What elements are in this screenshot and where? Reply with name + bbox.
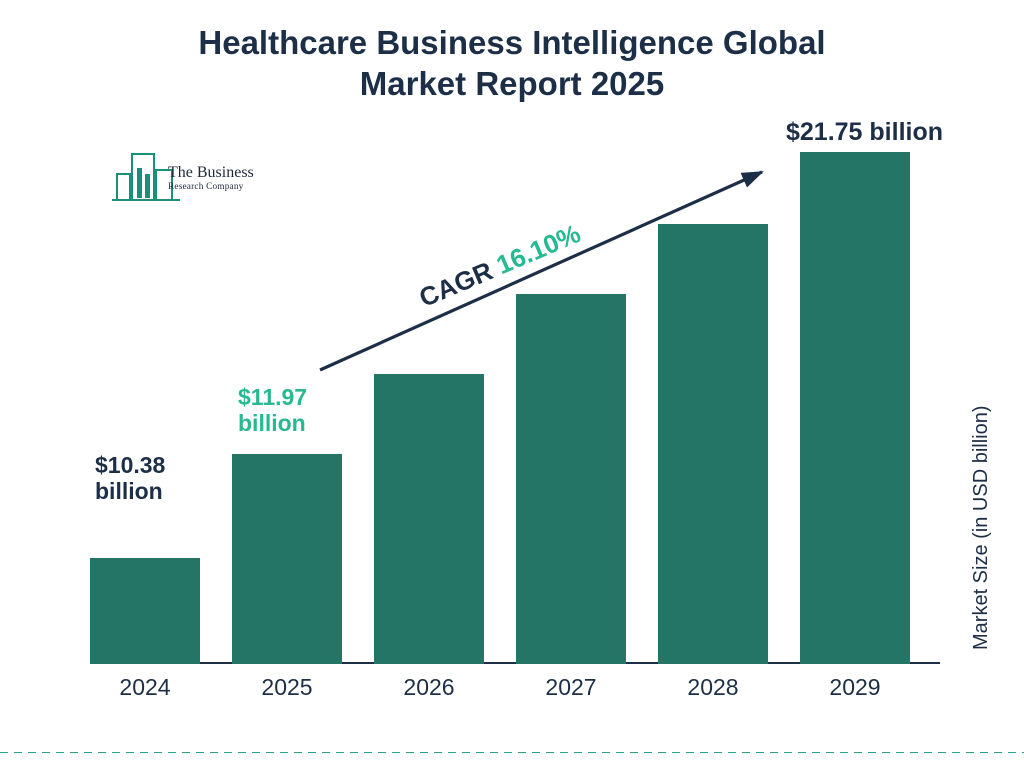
value-label-2029: $21.75 billion — [786, 118, 943, 147]
chart-canvas: { "title": { "line1": "Healthcare Busine… — [0, 0, 1024, 768]
x-tick-2029: 2029 — [800, 674, 910, 701]
value-label-2025: $11.97billion — [238, 384, 307, 437]
y-axis-label: Market Size (in USD billion) — [970, 405, 993, 650]
x-tick-2024: 2024 — [90, 674, 200, 701]
value-label-2024: $10.38billion — [95, 452, 165, 505]
x-tick-2027: 2027 — [516, 674, 626, 701]
cagr-arrow — [0, 0, 1024, 768]
dashed-separator — [0, 752, 1024, 753]
x-tick-2028: 2028 — [658, 674, 768, 701]
x-tick-2026: 2026 — [374, 674, 484, 701]
x-tick-2025: 2025 — [232, 674, 342, 701]
